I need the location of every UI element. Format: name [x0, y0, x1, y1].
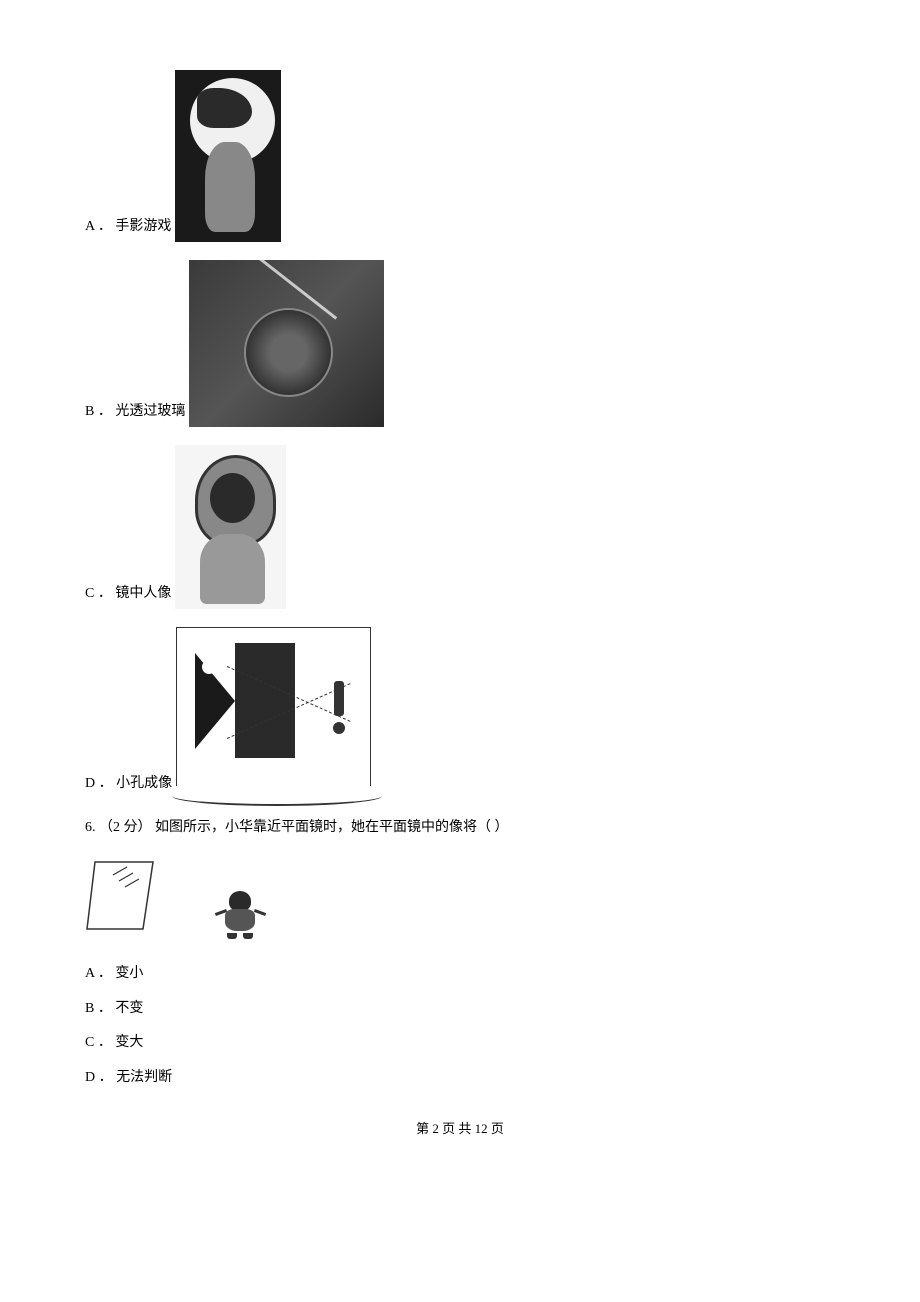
- q6-option-c: C ． 变大: [85, 1032, 835, 1054]
- page-footer: 第 2 页 共 12 页: [85, 1119, 835, 1140]
- footer-page: 2: [432, 1121, 439, 1136]
- q5-option-d-letter: D: [85, 776, 95, 791]
- q6-figure-row: [85, 857, 835, 939]
- q6-option-d-text: 无法判断: [116, 1070, 172, 1085]
- q5-option-a-text: 手影游戏: [115, 219, 171, 234]
- q5-option-c-text: 镜中人像: [115, 586, 171, 601]
- q5-option-c-label: C ． 镜中人像: [85, 583, 171, 609]
- q6-option-d-letter: D: [85, 1070, 95, 1085]
- q5-option-b-text: 光透过玻璃: [115, 404, 185, 419]
- mirror-figure: [85, 857, 163, 939]
- q5-option-d-label: D ． 小孔成像: [85, 773, 172, 799]
- question-6: 6. （2 分） 如图所示，小华靠近平面镜时，她在平面镜中的像将（ ）: [85, 817, 835, 839]
- q5-option-d-row: D ． 小孔成像: [85, 627, 835, 799]
- q5-option-a-label: A ． 手影游戏: [85, 216, 171, 242]
- girl-figure: [213, 889, 268, 939]
- q5-option-b-image: [189, 260, 384, 427]
- q6-text: 如图所示，小华靠近平面镜时，她在平面镜中的像将（ ）: [155, 820, 509, 835]
- q6-option-b: B ． 不变: [85, 998, 835, 1020]
- q5-option-c-row: C ． 镜中人像: [85, 445, 835, 609]
- pinhole-image: [176, 627, 371, 799]
- q6-option-a-text: 变小: [115, 966, 143, 981]
- q5-option-b-letter: B: [85, 404, 94, 419]
- q5-option-b-row: B ． 光透过玻璃: [85, 260, 835, 427]
- q6-option-a: A ． 变小: [85, 963, 835, 985]
- glass-light-image: [189, 260, 384, 427]
- q5-option-c-image: [175, 445, 286, 609]
- q5-option-a-image: [175, 70, 281, 242]
- q6-option-b-text: 不变: [115, 1001, 143, 1016]
- q6-points: （2 分）: [99, 820, 152, 835]
- footer-prefix: 第: [416, 1121, 429, 1136]
- hand-shadow-image: [175, 70, 281, 242]
- q5-option-c-letter: C: [85, 586, 94, 601]
- q5-option-a-letter: A: [85, 219, 94, 234]
- q5-option-a-row: A ． 手影游戏: [85, 70, 835, 242]
- footer-mid: 页 共: [442, 1121, 471, 1136]
- q6-option-b-letter: B: [85, 1001, 94, 1016]
- footer-total: 12: [475, 1121, 488, 1136]
- q6-option-d: D ． 无法判断: [85, 1067, 835, 1089]
- footer-suffix: 页: [491, 1121, 504, 1136]
- q6-number: 6.: [85, 820, 96, 835]
- q5-option-d-text: 小孔成像: [116, 776, 172, 791]
- q5-option-b-label: B ． 光透过玻璃: [85, 401, 185, 427]
- q6-option-c-letter: C: [85, 1035, 94, 1050]
- q5-option-d-image: [176, 627, 371, 799]
- q6-option-a-letter: A: [85, 966, 94, 981]
- q6-option-c-text: 变大: [115, 1035, 143, 1050]
- mirror-person-image: [175, 445, 286, 609]
